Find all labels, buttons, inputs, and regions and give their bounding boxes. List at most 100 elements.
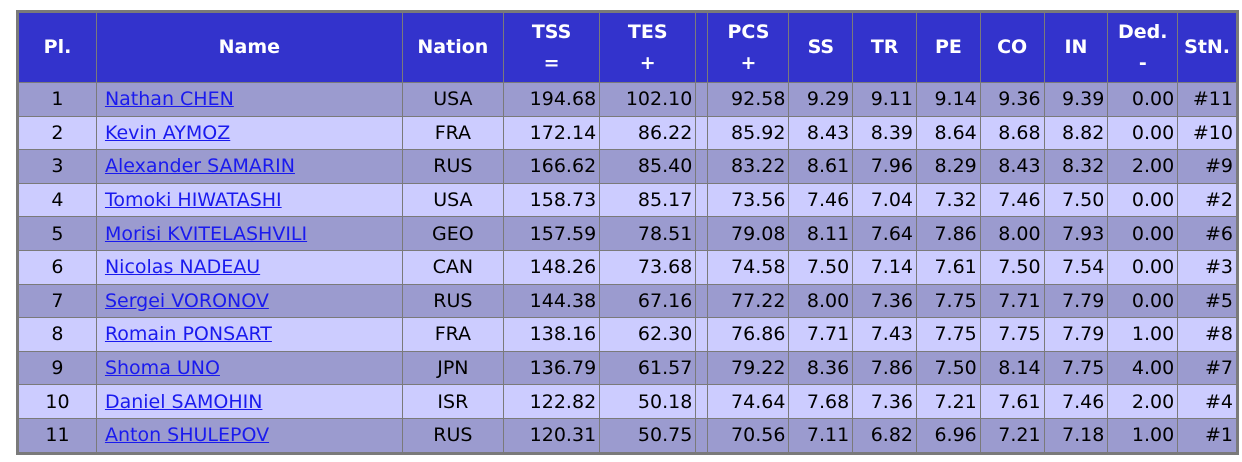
cell-place: 2 bbox=[19, 116, 96, 150]
cell-stn: #10 bbox=[1178, 116, 1236, 150]
cell-stn: #5 bbox=[1178, 284, 1236, 318]
cell-in: 7.18 bbox=[1044, 418, 1108, 452]
cell-gap bbox=[696, 116, 708, 150]
cell-name: Morisi KVITELASHVILI bbox=[96, 217, 402, 250]
header-tss-symbol: = bbox=[543, 51, 560, 74]
cell-co: 9.36 bbox=[980, 83, 1044, 116]
cell-co: 7.21 bbox=[980, 418, 1044, 452]
cell-ss: 8.61 bbox=[789, 150, 853, 183]
skater-link[interactable]: Daniel SAMOHIN bbox=[104, 390, 263, 413]
cell-tss: 120.31 bbox=[503, 418, 600, 452]
cell-name: Nicolas NADEAU bbox=[96, 250, 402, 284]
cell-ded: 0.00 bbox=[1108, 250, 1178, 284]
header-tr: TR bbox=[853, 13, 916, 82]
skater-link[interactable]: Shoma UNO bbox=[104, 357, 220, 380]
cell-pe: 7.75 bbox=[917, 284, 980, 318]
cell-name: Nathan CHEN bbox=[96, 83, 402, 116]
cell-ded: 0.00 bbox=[1108, 83, 1178, 116]
cell-place: 8 bbox=[19, 318, 96, 351]
cell-tss: 122.82 bbox=[503, 385, 600, 418]
skater-link[interactable]: Alexander SAMARIN bbox=[104, 155, 295, 178]
cell-co: 7.75 bbox=[980, 318, 1044, 351]
cell-stn: #8 bbox=[1178, 318, 1236, 351]
cell-tes: 102.10 bbox=[600, 83, 696, 116]
cell-ss: 8.36 bbox=[789, 351, 853, 385]
cell-pe: 7.32 bbox=[917, 183, 980, 217]
cell-gap bbox=[696, 418, 708, 452]
cell-ded: 0.00 bbox=[1108, 183, 1178, 217]
cell-ded: 2.00 bbox=[1108, 150, 1178, 183]
cell-tss: 166.62 bbox=[503, 150, 600, 183]
cell-in: 7.54 bbox=[1044, 250, 1108, 284]
header-pcs: PCS + bbox=[708, 13, 789, 82]
cell-tss: 148.26 bbox=[503, 250, 600, 284]
cell-gap bbox=[696, 318, 708, 351]
cell-tes: 85.17 bbox=[600, 183, 696, 217]
cell-ded: 0.00 bbox=[1108, 284, 1178, 318]
cell-name: Kevin AYMOZ bbox=[96, 116, 402, 150]
cell-tr: 7.86 bbox=[853, 351, 916, 385]
cell-ss: 8.11 bbox=[789, 217, 853, 250]
cell-pe: 7.86 bbox=[917, 217, 980, 250]
cell-ss: 8.43 bbox=[789, 116, 853, 150]
cell-in: 7.79 bbox=[1044, 284, 1108, 318]
cell-name: Tomoki HIWATASHI bbox=[96, 183, 402, 217]
cell-ss: 7.11 bbox=[789, 418, 853, 452]
cell-nation: ISR bbox=[402, 385, 503, 418]
cell-co: 7.61 bbox=[980, 385, 1044, 418]
cell-co: 8.00 bbox=[980, 217, 1044, 250]
header-name: Name bbox=[96, 13, 402, 82]
cell-gap bbox=[696, 183, 708, 217]
cell-co: 8.14 bbox=[980, 351, 1044, 385]
cell-nation: JPN bbox=[402, 351, 503, 385]
cell-ss: 7.50 bbox=[789, 250, 853, 284]
skater-link[interactable]: Sergei VORONOV bbox=[104, 289, 269, 312]
skater-link[interactable]: Kevin AYMOZ bbox=[104, 121, 231, 144]
cell-pcs: 70.56 bbox=[708, 418, 789, 452]
cell-ss: 7.71 bbox=[789, 318, 853, 351]
cell-tes: 73.68 bbox=[600, 250, 696, 284]
cell-stn: #11 bbox=[1178, 83, 1236, 116]
cell-nation: FRA bbox=[402, 116, 503, 150]
cell-pcs: 76.86 bbox=[708, 318, 789, 351]
header-tss: TSS = bbox=[503, 13, 600, 82]
cell-tes: 67.16 bbox=[600, 284, 696, 318]
cell-gap bbox=[696, 217, 708, 250]
cell-tr: 7.36 bbox=[853, 284, 916, 318]
cell-pcs: 92.58 bbox=[708, 83, 789, 116]
cell-place: 1 bbox=[19, 83, 96, 116]
table-row: 7 Sergei VORONOV RUS 144.38 67.16 77.22 … bbox=[19, 284, 1236, 318]
cell-in: 7.46 bbox=[1044, 385, 1108, 418]
cell-co: 7.71 bbox=[980, 284, 1044, 318]
cell-name: Alexander SAMARIN bbox=[96, 150, 402, 183]
cell-tss: 144.38 bbox=[503, 284, 600, 318]
cell-tr: 7.04 bbox=[853, 183, 916, 217]
cell-co: 8.43 bbox=[980, 150, 1044, 183]
header-ded-symbol: - bbox=[1138, 51, 1147, 74]
cell-nation: CAN bbox=[402, 250, 503, 284]
cell-in: 7.50 bbox=[1044, 183, 1108, 217]
cell-stn: #7 bbox=[1178, 351, 1236, 385]
skater-link[interactable]: Anton SHULEPOV bbox=[104, 424, 270, 447]
cell-place: 5 bbox=[19, 217, 96, 250]
skater-link[interactable]: Romain PONSART bbox=[104, 323, 272, 346]
cell-pe: 9.14 bbox=[917, 83, 980, 116]
cell-tes: 62.30 bbox=[600, 318, 696, 351]
cell-nation: RUS bbox=[402, 418, 503, 452]
results-table: Pl. Name Nation TSS = TES + PCS + SS TR bbox=[18, 12, 1237, 453]
skater-link[interactable]: Morisi KVITELASHVILI bbox=[104, 222, 308, 245]
cell-pe: 7.21 bbox=[917, 385, 980, 418]
cell-name: Sergei VORONOV bbox=[96, 284, 402, 318]
table-row: 11 Anton SHULEPOV RUS 120.31 50.75 70.56… bbox=[19, 418, 1236, 452]
cell-place: 3 bbox=[19, 150, 96, 183]
cell-tss: 136.79 bbox=[503, 351, 600, 385]
skater-link[interactable]: Tomoki HIWATASHI bbox=[104, 189, 282, 212]
cell-tss: 194.68 bbox=[503, 83, 600, 116]
skater-link[interactable]: Nicolas NADEAU bbox=[104, 256, 261, 279]
cell-in: 9.39 bbox=[1044, 83, 1108, 116]
cell-place: 7 bbox=[19, 284, 96, 318]
cell-name: Romain PONSART bbox=[96, 318, 402, 351]
cell-co: 8.68 bbox=[980, 116, 1044, 150]
cell-place: 6 bbox=[19, 250, 96, 284]
skater-link[interactable]: Nathan CHEN bbox=[104, 88, 234, 111]
